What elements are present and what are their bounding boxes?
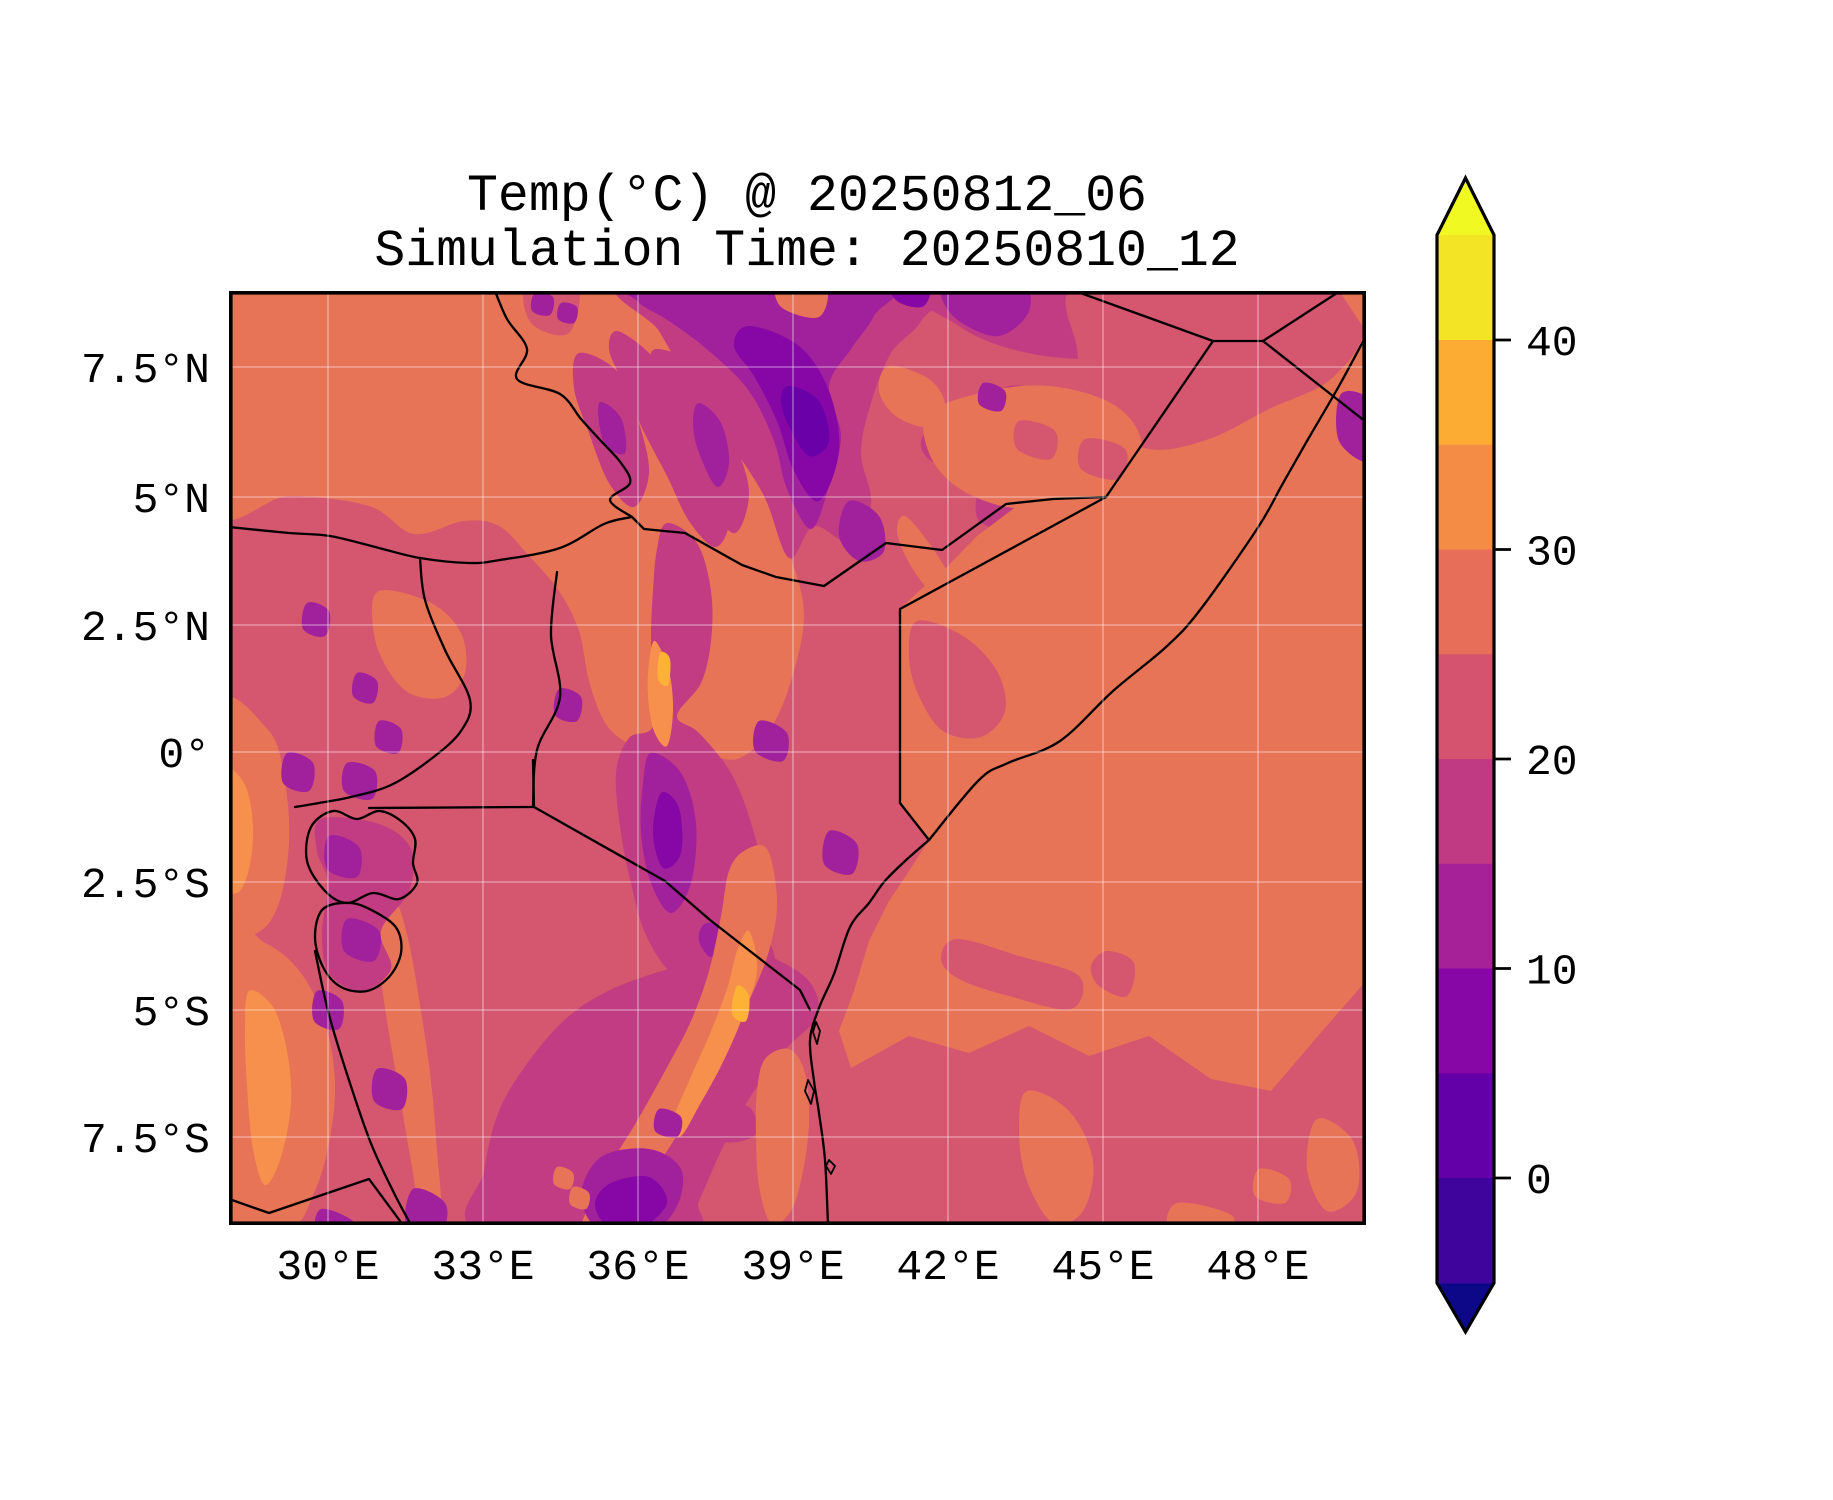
svg-text:5°S: 5°S [133,989,210,1038]
svg-text:20: 20 [1526,738,1578,787]
svg-text:45°E: 45°E [1051,1243,1154,1292]
svg-text:2.5°N: 2.5°N [81,604,210,653]
svg-text:39°E: 39°E [741,1243,844,1292]
svg-text:33°E: 33°E [431,1243,534,1292]
svg-text:5°N: 5°N [133,476,210,525]
svg-text:40: 40 [1526,319,1578,368]
svg-text:7.5°S: 7.5°S [81,1116,210,1165]
svg-text:48°E: 48°E [1206,1243,1309,1292]
svg-text:Temp(°C) @ 20250812_06: Temp(°C) @ 20250812_06 [467,168,1147,226]
svg-text:42°E: 42°E [896,1243,999,1292]
svg-text:30: 30 [1526,528,1578,577]
svg-text:30°E: 30°E [276,1243,379,1292]
svg-text:10: 10 [1526,947,1578,996]
svg-text:7.5°N: 7.5°N [81,346,210,395]
svg-text:Simulation Time: 20250810_12: Simulation Time: 20250810_12 [374,223,1239,281]
svg-text:36°E: 36°E [586,1243,689,1292]
svg-text:0: 0 [1526,1157,1552,1206]
svg-text:2.5°S: 2.5°S [81,861,210,910]
svg-text:0°: 0° [158,731,210,780]
